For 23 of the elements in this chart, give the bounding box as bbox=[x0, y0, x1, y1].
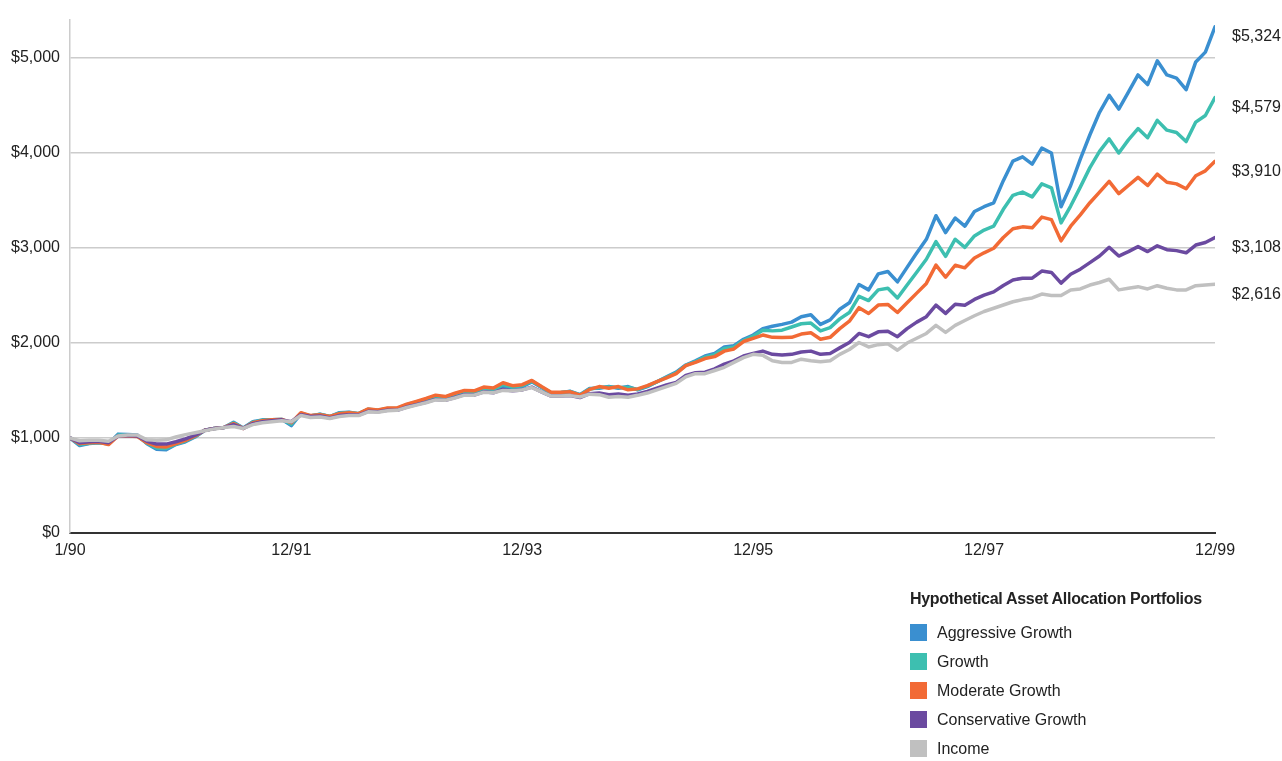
annotation: $4,579 bbox=[1232, 98, 1282, 116]
x-tick-label: 12/95 bbox=[733, 541, 774, 559]
legend-label: Aggressive Growth bbox=[937, 623, 1073, 642]
legend-label: Moderate Growth bbox=[937, 681, 1061, 700]
y-tick-label: $5,000 bbox=[11, 48, 61, 66]
legend-label: Growth bbox=[937, 652, 989, 671]
legend-label: Income bbox=[937, 739, 990, 758]
annotation: $5,324 bbox=[1232, 27, 1282, 45]
x-tick-label: 12/99 bbox=[1194, 541, 1236, 559]
annotation: $2,616 bbox=[1232, 284, 1282, 302]
legend-title: Hypothetical Asset Allocation Portfolios bbox=[910, 590, 1202, 608]
x-tick-label: 1/90 bbox=[54, 541, 86, 559]
x-tick-label: 12/93 bbox=[502, 541, 543, 559]
annotation: $3,108 bbox=[1232, 237, 1282, 255]
x-tick-label: 12/91 bbox=[271, 541, 312, 559]
y-tick-label: $1,000 bbox=[11, 428, 61, 446]
y-tick-label: $3,000 bbox=[11, 238, 61, 256]
y-tick-label: $2,000 bbox=[11, 333, 61, 351]
legend-label: Conservative Growth bbox=[937, 710, 1087, 729]
y-tick-label: $0 bbox=[42, 523, 61, 541]
y-tick-label: $4,000 bbox=[11, 143, 61, 161]
annotation: $3,910 bbox=[1232, 161, 1282, 179]
x-tick-label: 12/97 bbox=[964, 541, 1005, 559]
